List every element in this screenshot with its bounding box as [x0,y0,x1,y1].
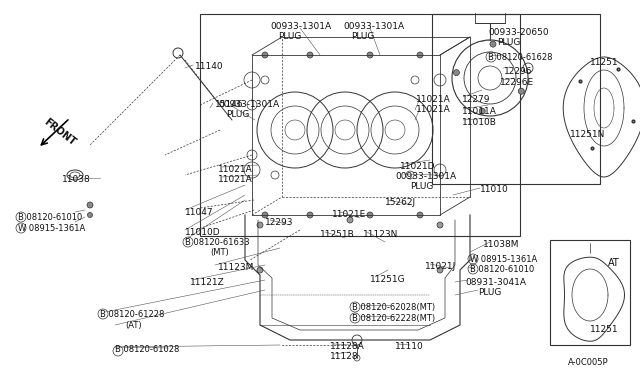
Text: 11021A: 11021A [416,105,451,114]
Text: 11128: 11128 [330,352,358,361]
Text: PLUG: PLUG [478,288,501,297]
Text: 11021J: 11021J [425,262,456,271]
Text: 08931-3041A: 08931-3041A [465,278,526,287]
Text: 11251N: 11251N [570,130,605,139]
Text: 00933-1301A: 00933-1301A [395,172,456,181]
Text: 15262J: 15262J [385,198,416,207]
Text: AT: AT [608,258,620,268]
Text: A-0C005P: A-0C005P [568,358,609,367]
Text: 00933-1301A: 00933-1301A [270,22,331,31]
Text: W 08915-1361A: W 08915-1361A [18,224,85,233]
Text: (MT): (MT) [210,248,228,257]
Text: 11251G: 11251G [370,275,406,284]
Text: 00933-20650: 00933-20650 [488,28,548,37]
Circle shape [437,267,443,273]
Text: 11038: 11038 [62,175,91,184]
Text: 11251: 11251 [590,325,619,334]
Text: (AT): (AT) [125,321,141,330]
Text: B 08120-61010: B 08120-61010 [18,213,83,222]
Text: B 08120-61010: B 08120-61010 [470,265,534,274]
Text: PLUG: PLUG [226,110,250,119]
Circle shape [367,212,373,218]
Text: 11010D: 11010D [185,228,221,237]
Text: 12296: 12296 [504,67,532,76]
Circle shape [417,52,423,58]
Circle shape [479,108,485,114]
Circle shape [437,222,443,228]
Text: FRONT: FRONT [42,116,77,147]
Text: 12293: 12293 [265,218,294,227]
Text: 11021E: 11021E [332,210,366,219]
Circle shape [518,88,524,94]
Text: B 08120-61633: B 08120-61633 [185,238,250,247]
Circle shape [307,212,313,218]
Text: 00933-1301A: 00933-1301A [218,100,279,109]
Text: B 08120-62028(MT): B 08120-62028(MT) [352,303,435,312]
Circle shape [417,212,423,218]
Text: 11021D: 11021D [400,162,435,171]
Text: 11021A: 11021A [218,165,253,174]
Circle shape [367,52,373,58]
Text: 11123N: 11123N [363,230,398,239]
Text: 00933-1301A: 00933-1301A [343,22,404,31]
Text: 11038M: 11038M [483,240,520,249]
Text: PLUG: PLUG [410,182,433,191]
Text: 15146: 15146 [215,100,244,109]
Bar [432,14,600,184]
Text: 11011A: 11011A [462,107,497,116]
Text: 11121Z: 11121Z [190,278,225,287]
Text: 11021A: 11021A [416,95,451,104]
Text: PLUG: PLUG [351,32,374,41]
Text: B 08120-61028: B 08120-61028 [115,345,179,354]
Text: 12296E: 12296E [500,78,534,87]
Text: 11123M: 11123M [218,263,254,272]
Text: 12279: 12279 [462,95,490,104]
Text: B 08120-61228: B 08120-61228 [100,310,164,319]
Bar [550,240,630,345]
Circle shape [262,52,268,58]
Text: 11251B: 11251B [320,230,355,239]
Circle shape [347,217,353,223]
Circle shape [87,202,93,208]
Text: 11047: 11047 [185,208,214,217]
Text: B 08120-61628: B 08120-61628 [488,53,552,62]
Circle shape [257,222,263,228]
Circle shape [262,212,268,218]
Circle shape [257,267,263,273]
Bar [200,14,520,236]
Text: 11128A: 11128A [330,342,365,351]
Text: 11010B: 11010B [462,118,497,127]
Text: 11021A: 11021A [218,175,253,184]
Circle shape [88,212,93,218]
Text: PLUG: PLUG [497,38,520,47]
Text: 11010: 11010 [480,185,509,194]
Circle shape [490,41,496,47]
Text: 11110: 11110 [395,342,424,351]
Text: 11140: 11140 [195,62,223,71]
Text: 11251: 11251 [590,58,619,67]
Text: W 08915-1361A: W 08915-1361A [470,255,537,264]
Circle shape [307,52,313,58]
Text: PLUG: PLUG [278,32,301,41]
Text: B 08120-62228(MT): B 08120-62228(MT) [352,314,435,323]
Circle shape [453,70,460,76]
